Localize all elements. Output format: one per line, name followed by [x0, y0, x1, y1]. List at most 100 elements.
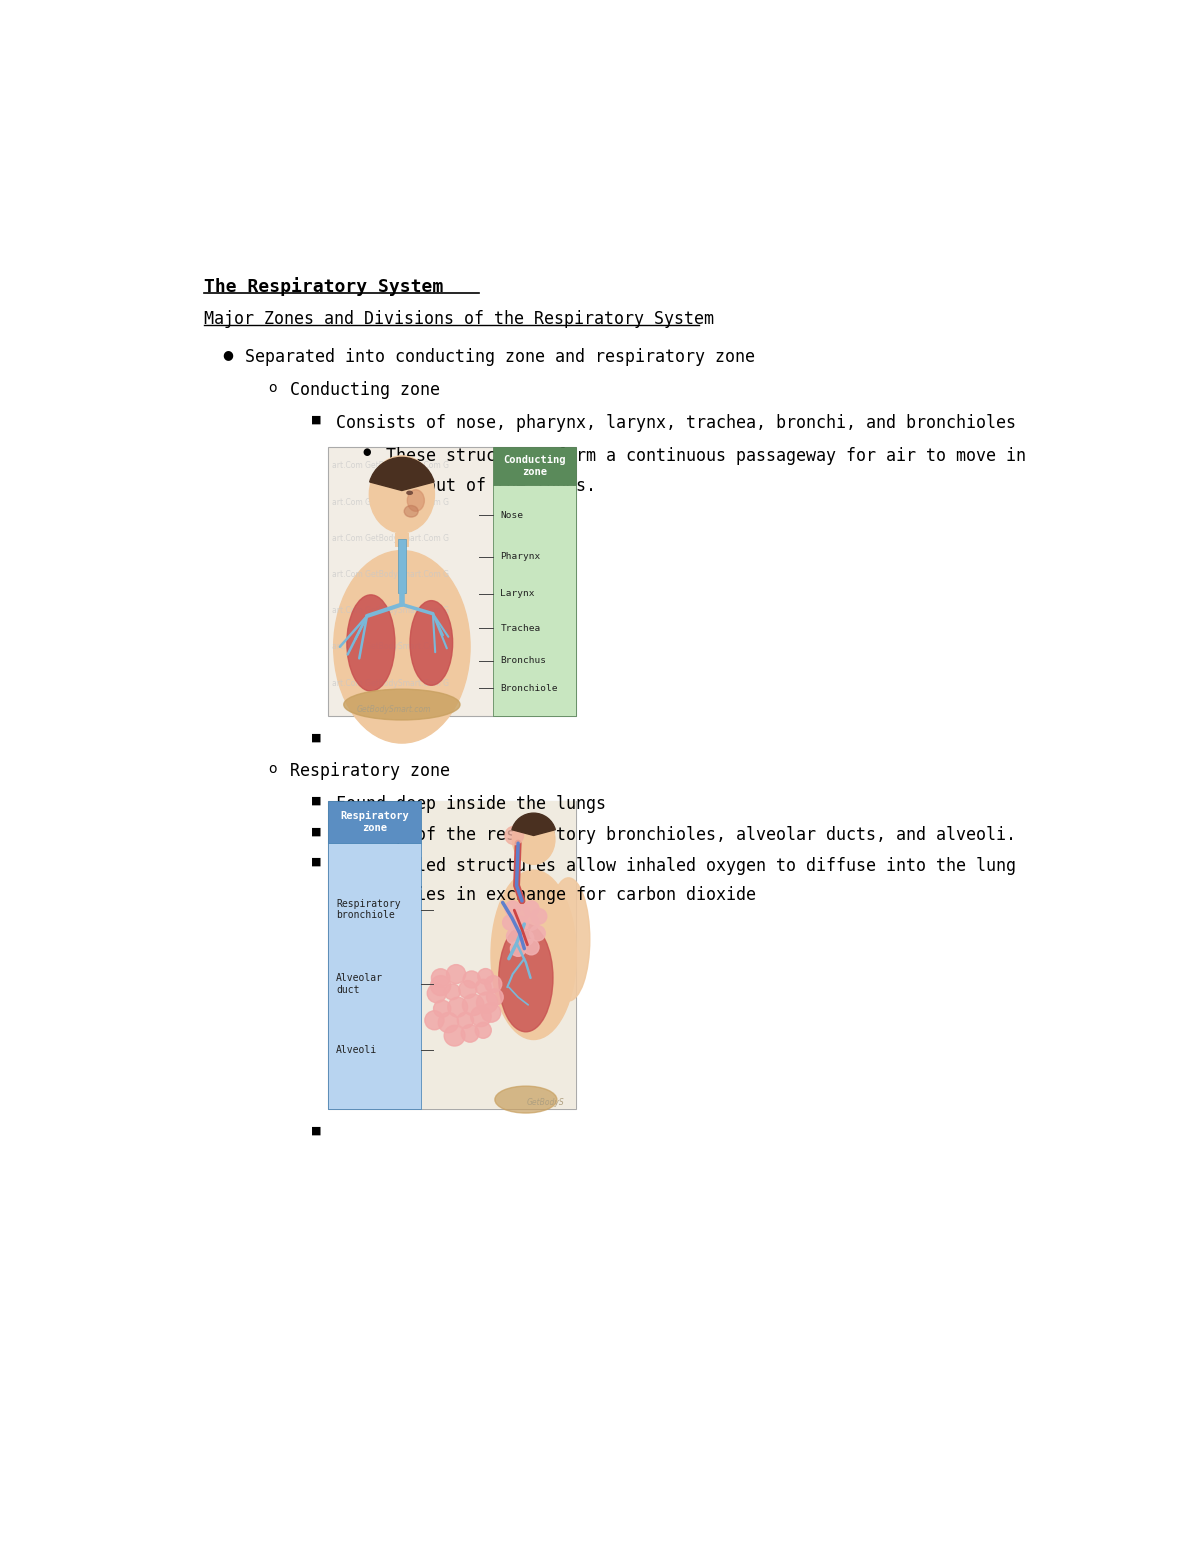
Ellipse shape	[343, 690, 460, 721]
Text: ■: ■	[311, 826, 322, 836]
Circle shape	[480, 1002, 502, 1023]
Text: ■: ■	[311, 415, 322, 424]
Text: Bronchiole: Bronchiole	[500, 683, 558, 693]
Wedge shape	[512, 814, 556, 836]
Text: ■: ■	[311, 1126, 322, 1135]
Text: Larynx: Larynx	[500, 589, 535, 598]
Circle shape	[485, 988, 505, 1008]
Text: Made up of the respiratory bronchioles, alveolar ducts, and alveoli.: Made up of the respiratory bronchioles, …	[336, 826, 1016, 845]
Text: art.Com GetBodySmart.Com G: art.Com GetBodySmart.Com G	[332, 534, 449, 542]
Bar	[329, 801, 576, 1109]
Circle shape	[510, 941, 526, 957]
Text: o: o	[268, 380, 276, 394]
Text: Major Zones and Divisions of the Respiratory System: Major Zones and Divisions of the Respira…	[204, 309, 714, 328]
Ellipse shape	[494, 1086, 557, 1114]
Ellipse shape	[547, 877, 590, 1002]
Text: Respiratory
zone: Respiratory zone	[341, 811, 409, 832]
Text: art.Com: art.Com	[336, 915, 367, 924]
Text: Alveolar
duct: Alveolar duct	[336, 974, 383, 995]
Circle shape	[515, 905, 529, 921]
Ellipse shape	[404, 506, 418, 517]
Bar	[398, 539, 406, 593]
Text: Alveoli: Alveoli	[336, 1045, 377, 1056]
Circle shape	[505, 826, 523, 845]
Circle shape	[518, 930, 534, 946]
Circle shape	[461, 1023, 480, 1042]
Circle shape	[433, 1000, 451, 1017]
Circle shape	[474, 1020, 493, 1041]
Ellipse shape	[410, 601, 452, 685]
Circle shape	[424, 1009, 445, 1031]
Circle shape	[529, 926, 545, 941]
Ellipse shape	[347, 595, 395, 691]
Ellipse shape	[407, 489, 425, 511]
Text: art.Com GetBodySmart.Com G: art.Com GetBodySmart.Com G	[332, 570, 449, 579]
Bar	[329, 447, 576, 716]
Text: art.Com: art.Com	[336, 881, 367, 890]
Text: ●: ●	[362, 447, 371, 458]
Text: Conducting zone: Conducting zone	[289, 380, 439, 399]
Circle shape	[532, 909, 547, 924]
Text: GetBodySma: GetBodySma	[336, 1017, 385, 1025]
Text: ■: ■	[311, 795, 322, 806]
Text: Nose: Nose	[500, 511, 523, 520]
Text: Consists of nose, pharynx, larynx, trachea, bronchi, and bronchioles: Consists of nose, pharynx, larynx, trach…	[336, 415, 1016, 432]
Text: GetBodySmar: GetBodySmar	[336, 1050, 389, 1059]
Bar	[395, 533, 409, 547]
Circle shape	[463, 995, 482, 1014]
Circle shape	[444, 1025, 466, 1047]
Text: Trachea: Trachea	[500, 624, 540, 632]
Text: capillaries in exchange for carbon dioxide: capillaries in exchange for carbon dioxi…	[336, 887, 756, 904]
Text: Pharynx: Pharynx	[500, 553, 540, 561]
Text: Smart.Com: Smart.Com	[336, 846, 379, 856]
Circle shape	[462, 971, 481, 989]
Text: Found deep inside the lungs: Found deep inside the lungs	[336, 795, 606, 814]
Circle shape	[442, 981, 463, 1002]
Circle shape	[523, 915, 539, 930]
Text: Bronchus: Bronchus	[500, 657, 546, 665]
Text: art.Com GetBodySmart.Com G: art.Com GetBodySmart.Com G	[332, 643, 449, 651]
Circle shape	[512, 916, 528, 932]
Text: GetBodySm: GetBodySm	[336, 983, 380, 992]
Ellipse shape	[491, 870, 576, 1039]
Ellipse shape	[499, 924, 553, 1031]
Wedge shape	[370, 458, 434, 491]
Text: GetBody: GetBody	[336, 949, 368, 958]
Text: o: o	[268, 763, 276, 776]
Text: and out of the lungs.: and out of the lungs.	[386, 477, 596, 495]
Circle shape	[432, 977, 449, 994]
Bar	[492, 485, 576, 716]
Text: Conducting
zone: Conducting zone	[503, 455, 565, 477]
Circle shape	[505, 901, 521, 916]
Text: ●: ●	[222, 348, 233, 360]
Circle shape	[475, 966, 496, 986]
Bar	[329, 843, 421, 1109]
Ellipse shape	[512, 814, 554, 865]
Text: Respiratory
bronchiole: Respiratory bronchiole	[336, 899, 401, 921]
Circle shape	[440, 1014, 457, 1031]
Circle shape	[427, 983, 446, 1003]
Text: GetBodyS: GetBodyS	[527, 1098, 564, 1107]
Bar	[492, 447, 576, 485]
Circle shape	[448, 966, 464, 983]
Text: art.Com GetBodySmart.Com G: art.Com GetBodySmart.Com G	[332, 461, 449, 471]
Text: GetBodySmart.com: GetBodySmart.com	[356, 705, 431, 714]
Bar	[421, 801, 576, 1109]
Text: ■: ■	[311, 857, 322, 867]
Text: ■: ■	[311, 733, 322, 742]
Ellipse shape	[334, 551, 470, 742]
Text: art.Com GetBodySmart.Com G: art.Com GetBodySmart.Com G	[332, 606, 449, 615]
Circle shape	[485, 975, 502, 992]
Text: Smart.Com GetBod: Smart.Com GetBod	[336, 814, 409, 822]
Text: These structures form a continuous passageway for air to move in: These structures form a continuous passa…	[386, 447, 1026, 466]
Circle shape	[449, 999, 467, 1016]
Circle shape	[432, 969, 449, 986]
Circle shape	[458, 980, 476, 999]
Circle shape	[503, 915, 518, 930]
Circle shape	[523, 940, 539, 955]
Text: The Respiratory System: The Respiratory System	[204, 278, 444, 297]
Ellipse shape	[370, 457, 434, 533]
Circle shape	[506, 929, 522, 944]
Text: Separated into conducting zone and respiratory zone: Separated into conducting zone and respi…	[245, 348, 755, 367]
Circle shape	[473, 1008, 490, 1025]
